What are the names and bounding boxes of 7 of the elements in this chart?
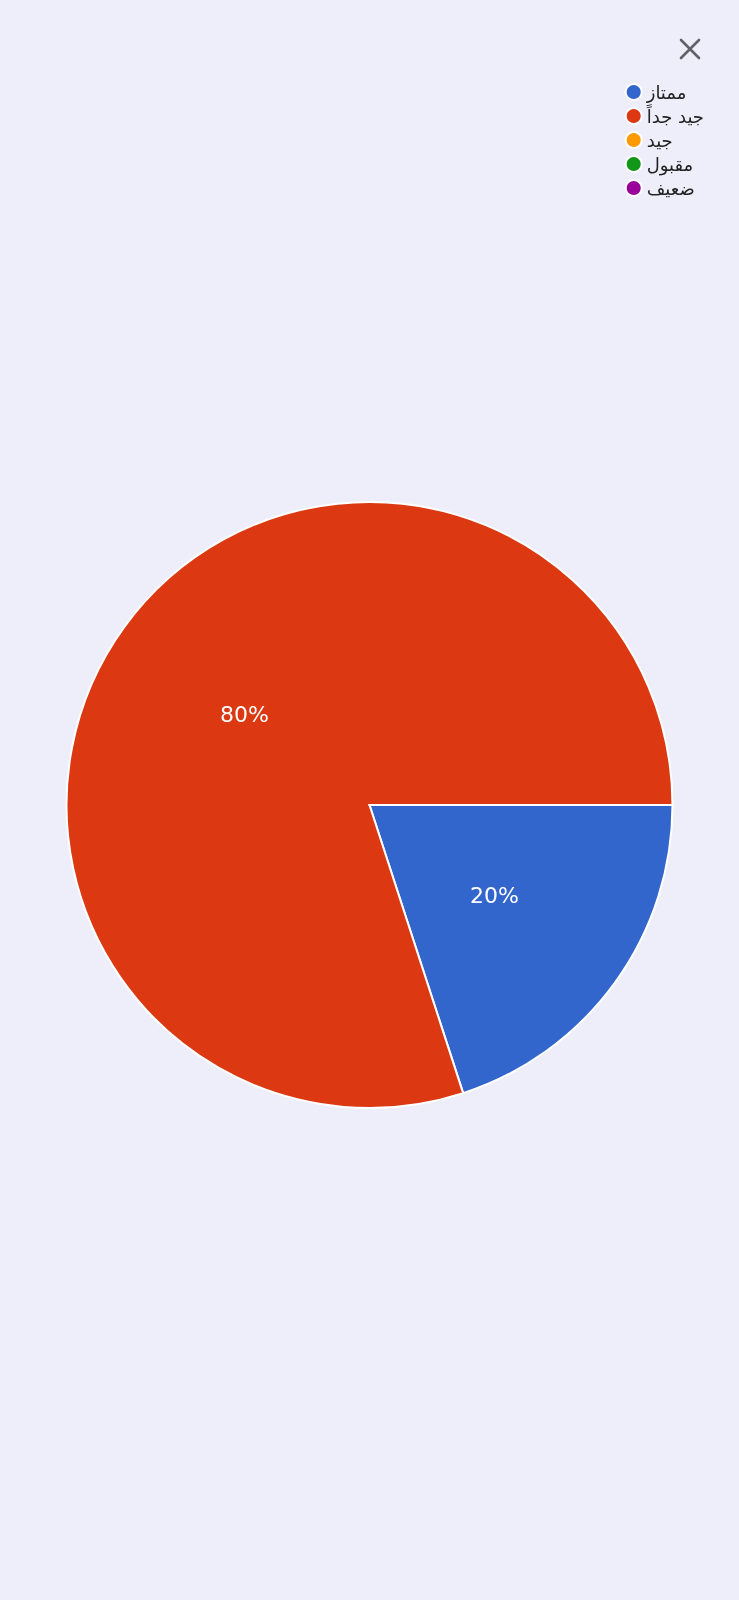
legend-label: جيد — [646, 129, 673, 151]
data-label: 80% — [220, 701, 269, 727]
legend-label: مقبول — [646, 153, 694, 176]
legend-label: جيد جداً — [645, 103, 705, 127]
data-label: 20% — [470, 883, 519, 909]
legend-label: ممتاز — [645, 81, 687, 103]
legend-label: ضعيف — [646, 177, 695, 199]
